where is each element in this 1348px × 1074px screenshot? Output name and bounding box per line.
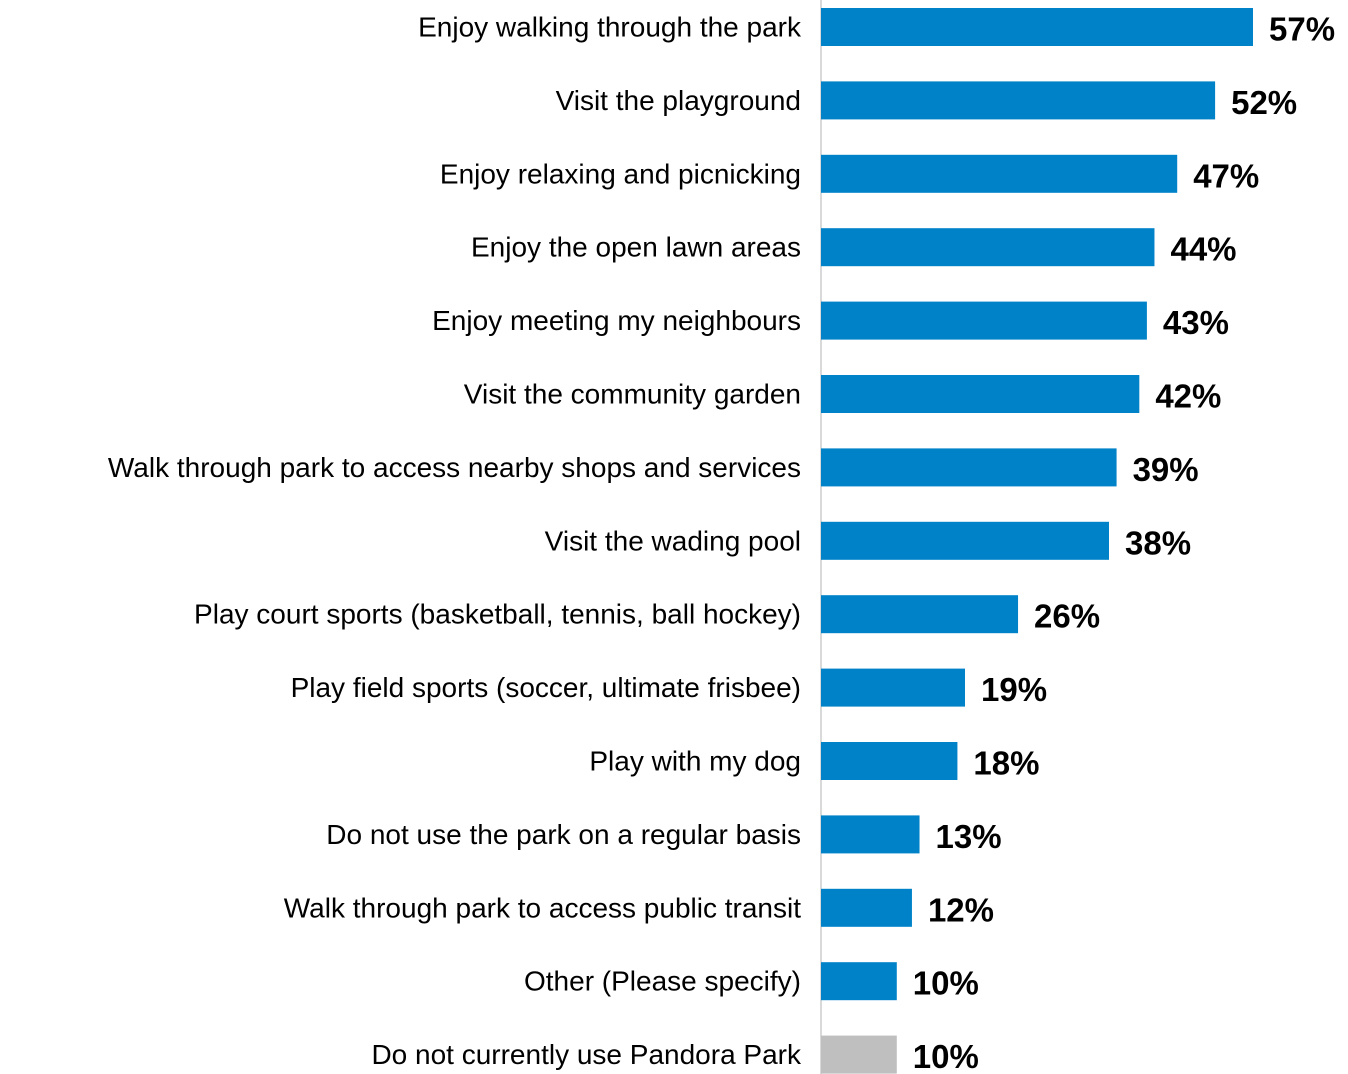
category-label: Visit the playground <box>556 85 801 116</box>
value-label: 43% <box>1163 304 1229 341</box>
value-label: 10% <box>913 1038 979 1074</box>
category-label: Walk through park to access public trans… <box>284 892 801 923</box>
category-labels-group: Enjoy walking through the park Visit the … <box>108 12 802 1071</box>
bar <box>821 595 1019 634</box>
bar <box>821 81 1216 120</box>
value-labels-group: 57% 52% 47% 44% 43% 42% 39% 38% 26% 19% 18% 13% 12% 1… <box>913 11 1335 1074</box>
bars-group <box>821 8 1253 1074</box>
value-label: 57% <box>1269 11 1335 48</box>
category-label: Enjoy meeting my neighbours <box>432 305 801 336</box>
value-label: 52% <box>1231 84 1297 121</box>
value-label: 42% <box>1155 378 1221 415</box>
category-label: Visit the community garden <box>464 379 801 410</box>
bar <box>821 301 1147 340</box>
value-label: 10% <box>913 965 979 1002</box>
category-label: Enjoy walking through the park <box>418 12 802 43</box>
category-label: Play court sports (basketball, tennis, b… <box>194 599 801 630</box>
value-label: 47% <box>1193 157 1259 194</box>
value-label: 26% <box>1034 598 1100 635</box>
bar <box>821 154 1178 193</box>
bar <box>821 1035 897 1074</box>
category-label: Visit the wading pool <box>545 525 801 556</box>
category-label: Do not use the park on a regular basis <box>326 819 801 850</box>
value-label: 44% <box>1170 231 1236 268</box>
bar <box>821 228 1155 267</box>
bar <box>821 668 965 707</box>
category-label: Walk through park to access nearby shops… <box>108 452 801 483</box>
bar <box>821 815 920 854</box>
bar <box>821 521 1109 560</box>
category-label: Other (Please specify) <box>524 966 801 997</box>
bar <box>821 375 1140 413</box>
value-label: 18% <box>973 745 1039 782</box>
bar <box>821 448 1117 487</box>
value-label: 12% <box>928 891 994 928</box>
bar <box>821 888 912 927</box>
value-label: 39% <box>1133 451 1199 488</box>
category-label: Do not currently use Pandora Park <box>371 1039 802 1070</box>
bar <box>821 962 897 1001</box>
bar <box>821 742 958 780</box>
category-label: Enjoy relaxing and picnicking <box>440 158 801 189</box>
category-label: Play field sports (soccer, ultimate fris… <box>291 672 801 703</box>
bar <box>821 8 1253 46</box>
value-label: 13% <box>936 818 1002 855</box>
category-label: Enjoy the open lawn areas <box>471 232 801 263</box>
value-label: 38% <box>1125 524 1191 561</box>
value-label: 19% <box>981 671 1047 708</box>
category-label: Play with my dog <box>589 746 801 777</box>
